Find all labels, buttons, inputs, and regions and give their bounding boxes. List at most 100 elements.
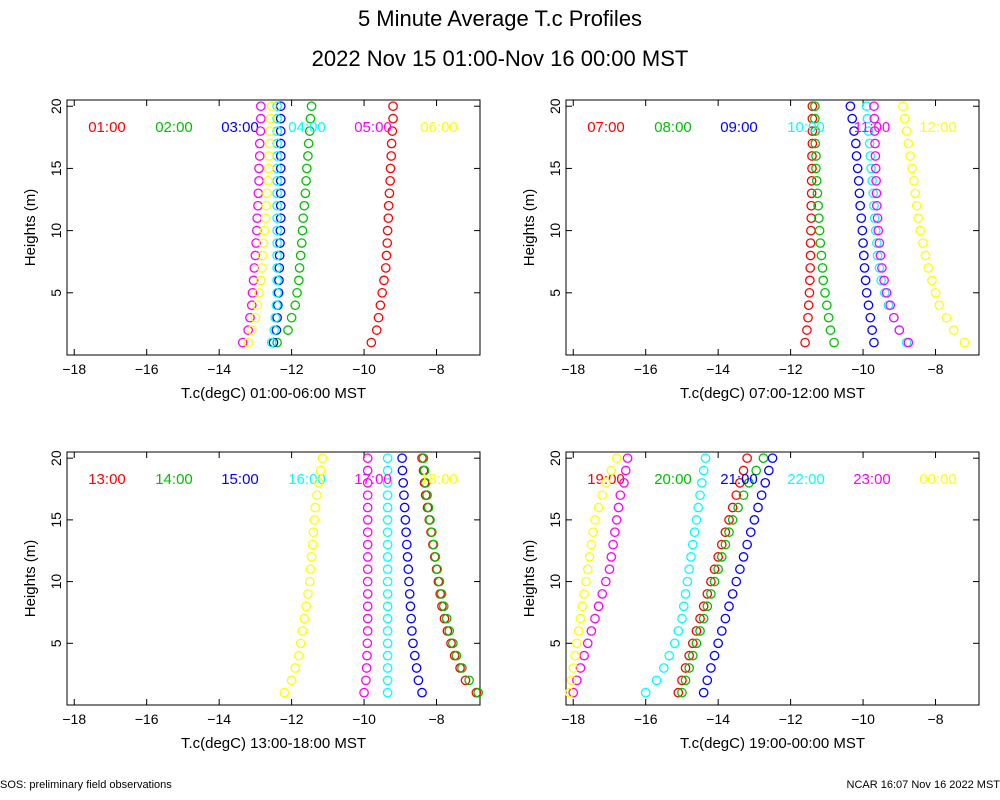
data-point-0100 [382,225,393,236]
data-point-1400 [464,675,474,686]
data-point-1800 [315,465,326,476]
panel-01-06: −18 −16 −14 −12 −10 −8 5 10 15 20 T.c(degC) 01:00-… [22,98,481,402]
data-point-0500 [246,300,257,311]
data-point-2300 [611,515,622,525]
legend-entry: 08:00 [654,119,692,136]
data-point-0000 [606,465,617,476]
data-point-0200 [283,325,293,335]
data-point-2000 [684,663,695,673]
x-tick-label: −18 [561,361,585,377]
data-point-2000 [691,638,702,649]
data-point-0000 [601,478,611,488]
x-tick-label: −12 [779,711,803,727]
data-point-1100 [869,126,880,136]
data-point-0900 [852,163,863,174]
data-point-1900 [727,502,738,513]
data-point-0400 [272,213,282,224]
data-point-0900 [858,238,868,248]
data-point-1200 [901,126,912,136]
data-point-1600 [382,478,393,488]
x-axis-label: T.c(degC) 07:00-12:00 MST [680,385,865,402]
data-point-0400 [272,126,282,136]
data-point-1900 [673,687,684,698]
data-point-0600 [266,101,277,112]
data-point-1100 [871,188,882,199]
data-point-2200 [658,663,669,673]
data-point-1700 [362,465,373,476]
x-tick-label: −14 [706,711,730,727]
data-point-1400 [425,515,435,525]
data-point-2200 [664,650,675,661]
data-point-2100 [706,663,716,673]
x-tick-label: −14 [706,361,730,377]
data-point-2200 [669,638,680,649]
data-point-1900 [702,589,713,599]
data-point-2200 [640,687,651,698]
data-point-1400 [426,527,437,538]
data-point-0200 [303,138,314,149]
data-point-1500 [411,663,422,673]
data-point-0700 [803,312,813,323]
data-point-1800 [303,589,313,599]
data-point-1800 [309,515,320,525]
data-point-2100 [738,552,749,562]
data-point-2200 [693,502,704,513]
data-point-0000 [573,626,584,636]
panel-07-12: −18 −16 −14 −12 −10 −8 5 10 15 20 T.c(degC) 07:00-… [521,98,980,402]
data-point-0300 [275,163,286,174]
data-point-1500 [398,478,409,488]
data-point-1000 [864,138,875,149]
data-point-1600 [382,490,393,501]
data-point-2000 [695,626,705,636]
data-point-2100 [742,539,752,550]
legend-entry: 23:00 [853,471,891,488]
data-point-0400 [272,250,282,261]
y-tick-label: 5 [547,639,563,647]
data-point-2100 [698,687,709,698]
data-point-0500 [249,263,260,273]
y-tick-label: 10 [547,574,563,590]
data-point-1400 [432,564,443,575]
y-axis-label: Heights (m) [22,540,39,618]
data-point-0200 [290,300,301,311]
data-point-1700 [359,687,369,698]
data-point-0500 [253,188,264,199]
data-point-1900 [713,552,724,562]
legend-entry: 16:00 [288,471,326,488]
data-point-0200 [272,337,282,348]
y-tick-label: 15 [547,512,563,528]
data-point-0700 [805,238,816,248]
data-point-0800 [811,163,821,174]
data-point-1400 [430,552,441,562]
data-point-0000 [586,539,597,550]
data-point-1500 [413,675,424,686]
data-point-2000 [724,527,734,538]
data-point-2000 [698,613,709,624]
data-point-0100 [384,188,395,199]
data-point-2200 [689,527,700,538]
y-tick-label: 20 [48,98,64,114]
footer-left: SOS: preliminary field observations [0,779,172,791]
data-point-1800 [297,626,308,636]
data-point-2200 [677,613,687,624]
data-point-0300 [274,250,285,261]
x-tick-label: −8 [429,361,445,377]
data-point-1200 [913,213,923,224]
data-point-0600 [265,126,275,136]
data-point-1800 [295,638,306,649]
data-point-0500 [243,325,253,335]
data-point-1800 [306,552,317,562]
data-point-1200 [915,225,926,236]
data-point-1600 [382,502,393,513]
data-point-0600 [263,163,274,174]
data-point-1000 [874,263,885,273]
data-point-0500 [255,113,266,124]
x-tick-label: −8 [429,711,445,727]
data-point-1700 [362,527,373,538]
data-point-2300 [593,601,604,612]
data-point-2000 [702,601,713,612]
data-point-1100 [872,213,883,224]
legend-entry: 02:00 [155,119,193,136]
data-point-1100 [874,238,885,248]
data-point-1500 [401,539,412,550]
